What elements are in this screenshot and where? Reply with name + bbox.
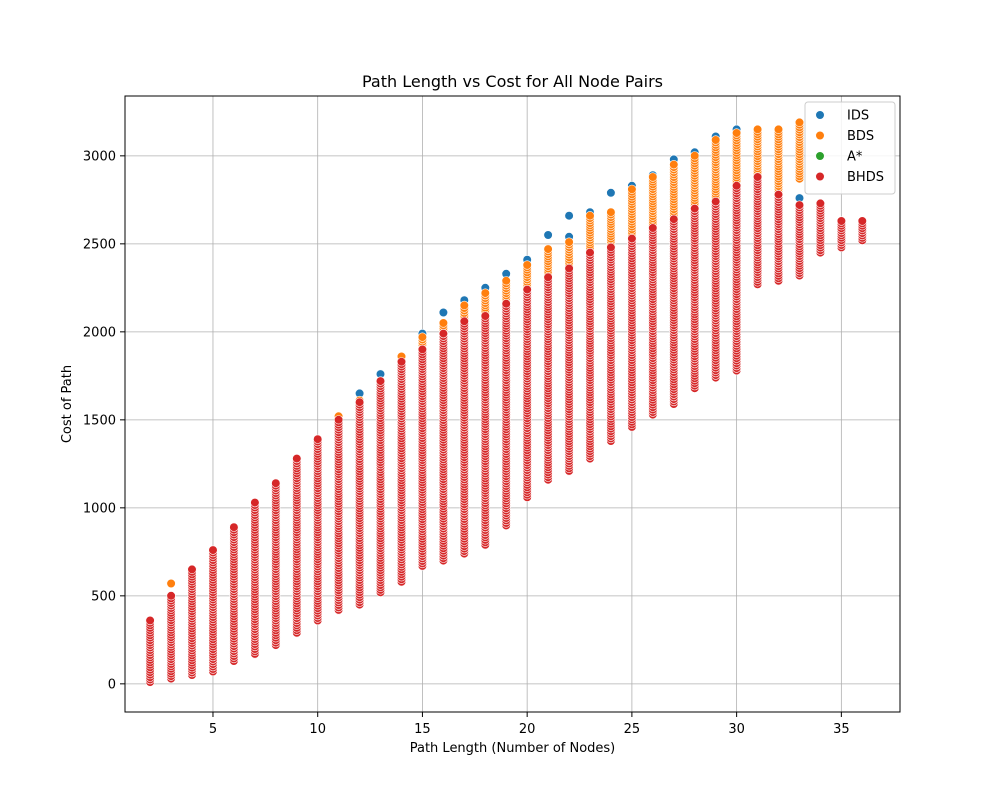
point-ids (564, 211, 574, 221)
point-bhds (648, 223, 658, 233)
point-bhds (166, 591, 176, 601)
point-bds (166, 578, 176, 589)
points-layer (145, 117, 867, 687)
legend-marker (815, 110, 825, 120)
point-bds (752, 124, 763, 134)
point-bhds (334, 415, 344, 425)
point-bds (690, 151, 700, 161)
point-ids (543, 230, 553, 240)
legend: IDS BDS A* BHDS (804, 101, 896, 195)
point-bds (480, 288, 490, 298)
point-bhds (606, 242, 616, 252)
x-tick-label: 35 (833, 722, 850, 737)
point-bhds (564, 263, 574, 274)
point-bhds (711, 197, 721, 207)
point-bhds (794, 200, 805, 210)
y-tick-label: 1000 (83, 501, 116, 516)
legend-label: A* (847, 150, 863, 165)
point-bhds (627, 234, 637, 244)
point-bhds (375, 376, 386, 386)
point-bhds (355, 397, 365, 407)
y-tick-label: 2000 (83, 325, 116, 340)
point-bhds (501, 299, 511, 309)
point-bds (794, 117, 805, 127)
point-bds (522, 260, 532, 270)
point-bhds (815, 198, 826, 208)
point-bds (731, 128, 742, 138)
point-bhds (417, 344, 428, 355)
y-tick-label: 0 (108, 677, 116, 692)
x-tick-label: 10 (309, 722, 326, 737)
point-bds (585, 211, 595, 221)
point-bds (711, 135, 721, 145)
ticks-layer: 5 10 15 20 25 30 35 0 500 1000 1500 2000 2500 3000 (83, 149, 850, 737)
grid-layer (125, 96, 900, 712)
point-bds (438, 318, 449, 328)
point-bhds (690, 204, 700, 214)
point-bds (606, 207, 616, 217)
point-bhds (669, 214, 679, 224)
point-bhds (292, 454, 302, 464)
y-tick-label: 2500 (83, 237, 116, 252)
chart-title: Path Length vs Cost for All Node Pairs (362, 72, 663, 91)
point-bhds (585, 248, 595, 258)
plot-frame (124, 95, 901, 713)
point-bds (459, 300, 469, 311)
point-bds (648, 172, 658, 182)
point-bds (543, 244, 553, 254)
x-tick-label: 5 (209, 722, 217, 737)
point-bhds (459, 316, 469, 326)
x-tick-label: 25 (624, 722, 641, 737)
point-bhds (480, 311, 490, 321)
point-bds (564, 237, 574, 247)
x-tick-label: 15 (414, 722, 431, 737)
point-bhds (145, 615, 155, 626)
point-ids (438, 307, 449, 318)
point-bhds (857, 216, 867, 226)
legend-label: BHDS (847, 170, 884, 185)
point-bhds (229, 522, 239, 532)
point-ids (606, 188, 616, 198)
point-bds (501, 276, 511, 286)
point-bhds (438, 329, 449, 339)
point-bds (773, 124, 784, 134)
point-bhds (752, 172, 763, 182)
y-tick-label: 500 (91, 589, 116, 604)
y-tick-label: 1500 (83, 413, 116, 428)
legend-label: BDS (847, 129, 874, 144)
point-bds (627, 184, 637, 194)
legend-marker (815, 130, 825, 141)
point-bhds (313, 434, 323, 444)
y-tick-label: 3000 (83, 149, 116, 164)
y-axis-label: Cost of Path (60, 365, 75, 443)
legend-box (804, 101, 896, 195)
point-bds (669, 160, 679, 170)
point-bhds (836, 216, 847, 226)
x-tick-label: 30 (728, 722, 745, 737)
x-tick-label: 20 (519, 722, 536, 737)
point-bhds (271, 478, 281, 488)
point-bhds (543, 272, 553, 282)
point-bhds (773, 190, 784, 200)
x-axis-label: Path Length (Number of Nodes) (410, 741, 616, 756)
point-bhds (208, 545, 218, 555)
point-bhds (522, 285, 532, 295)
point-bhds (396, 357, 407, 367)
legend-marker (815, 171, 825, 182)
point-bds (417, 332, 428, 342)
point-bhds (731, 181, 742, 191)
point-bhds (187, 564, 197, 575)
legend-label: IDS (847, 109, 869, 124)
point-bhds (250, 498, 260, 508)
legend-marker (815, 151, 825, 161)
